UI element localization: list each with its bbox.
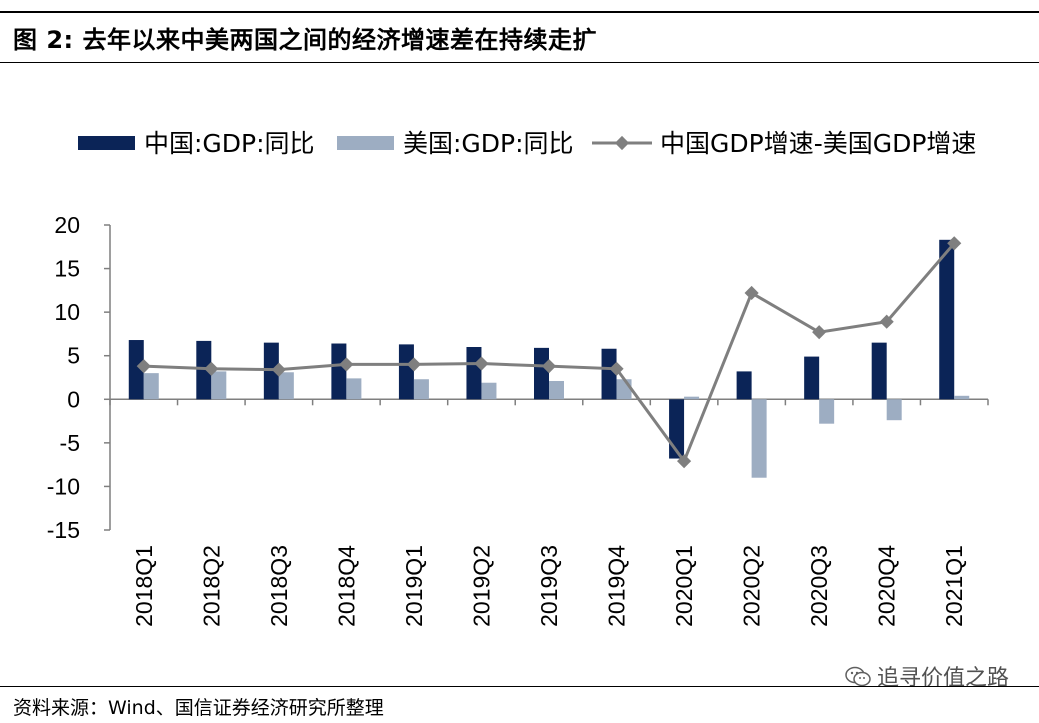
- difference-line-marker: [744, 285, 759, 301]
- x-tick-label: 2020Q3: [806, 545, 832, 627]
- china-gdp-bar: [804, 356, 820, 400]
- source-note: 资料来源：Wind、国信证券经济研究所整理: [13, 697, 384, 719]
- china-gdp-bar: [939, 239, 955, 400]
- us-gdp-bar: [751, 399, 767, 478]
- x-tick-label: 2020Q2: [739, 545, 765, 627]
- difference-line: [136, 236, 962, 469]
- china-gdp-bar: [196, 340, 212, 400]
- x-tick-label: 2018Q2: [198, 545, 224, 627]
- wechat-icon: [845, 666, 871, 688]
- difference-line-marker: [609, 361, 624, 376]
- us-gdp-bar: [346, 378, 362, 400]
- us-gdp-bar: [954, 395, 970, 400]
- difference-line-marker: [879, 314, 894, 329]
- us-gdp-bar: [684, 396, 700, 400]
- x-tick-label: 2020Q1: [671, 545, 697, 627]
- y-tick-label: 10: [54, 299, 80, 325]
- china-gdp-bar: [398, 344, 414, 400]
- title-divider: [0, 62, 1039, 63]
- difference-line-marker: [812, 325, 827, 340]
- figure-title: 图 2: 去年以来中美两国之间的经济增速差在持续走扩: [13, 26, 598, 54]
- legend-label: 中国:GDP:同比: [144, 129, 315, 158]
- difference-line-marker: [677, 454, 692, 469]
- legend-swatch-us: [337, 136, 394, 150]
- us-gdp-bar: [211, 371, 227, 400]
- y-tick-label: -15: [47, 517, 80, 543]
- difference-line-marker: [474, 356, 489, 371]
- legend-label: 中国GDP增速-美国GDP增速: [660, 129, 976, 158]
- difference-line-marker: [339, 357, 354, 372]
- us-gdp-bar: [278, 372, 294, 400]
- top-rule: [0, 11, 1039, 13]
- legend-swatch-china: [78, 136, 135, 150]
- difference-line-marker: [204, 361, 219, 376]
- x-tick-label: 2018Q4: [333, 545, 359, 627]
- y-axis: 20 15 10 5 0 -5 -10 -15: [47, 212, 111, 543]
- y-tick-label: -10: [47, 473, 80, 499]
- x-tick-label: 2020Q4: [874, 545, 900, 627]
- china-gdp-bar: [331, 343, 347, 400]
- us-gdp-bar: [549, 380, 564, 400]
- watermark-text: 追寻价值之路: [876, 666, 1009, 691]
- y-tick-label: 0: [67, 386, 80, 412]
- difference-line-marker: [406, 357, 421, 372]
- china-gdp-bar: [601, 348, 617, 400]
- us-gdp-bar: [143, 373, 159, 400]
- legend: 中国:GDP:同比 美国:GDP:同比 中国GDP增速-美国GDP增速: [78, 129, 976, 158]
- difference-line-marker: [541, 359, 557, 374]
- legend-label: 美国:GDP:同比: [403, 129, 574, 158]
- x-tick-label: 2019Q3: [536, 545, 562, 627]
- us-gdp-bar: [886, 399, 902, 421]
- x-tick-label: 2019Q2: [468, 545, 494, 627]
- us-gdp-bar: [616, 379, 632, 400]
- y-tick-label: 5: [67, 343, 80, 369]
- legend-swatch-marker: [614, 135, 630, 151]
- x-tick-label: 2018Q3: [266, 545, 292, 627]
- bars: [128, 239, 970, 478]
- china-gdp-bar: [534, 347, 549, 400]
- y-tick-label: 15: [54, 256, 80, 282]
- difference-line-marker: [947, 236, 962, 251]
- y-tick-label: 20: [54, 212, 80, 238]
- difference-line-marker: [136, 359, 151, 374]
- china-gdp-bar: [466, 347, 482, 400]
- x-tick-label: 2018Q1: [131, 545, 157, 627]
- x-tick-label: 2019Q4: [604, 545, 630, 627]
- x-tick-label: 2019Q1: [401, 545, 427, 627]
- x-axis: 2018Q1 2018Q2 2018Q3 2018Q4 2019Q1 2019Q2 2019…: [109, 398, 989, 627]
- difference-line-marker: [271, 362, 286, 377]
- china-gdp-bar: [736, 371, 752, 400]
- x-tick-label: 2021Q1: [941, 545, 967, 627]
- y-tick-label: -5: [60, 430, 80, 456]
- bottom-rule: [0, 686, 1039, 687]
- china-gdp-bar: [871, 342, 887, 400]
- watermark: 追寻价值之路: [845, 660, 1009, 692]
- china-gdp-bar: [128, 340, 144, 400]
- us-gdp-bar: [819, 399, 835, 424]
- us-gdp-bar: [413, 379, 429, 400]
- us-gdp-bar: [481, 382, 497, 400]
